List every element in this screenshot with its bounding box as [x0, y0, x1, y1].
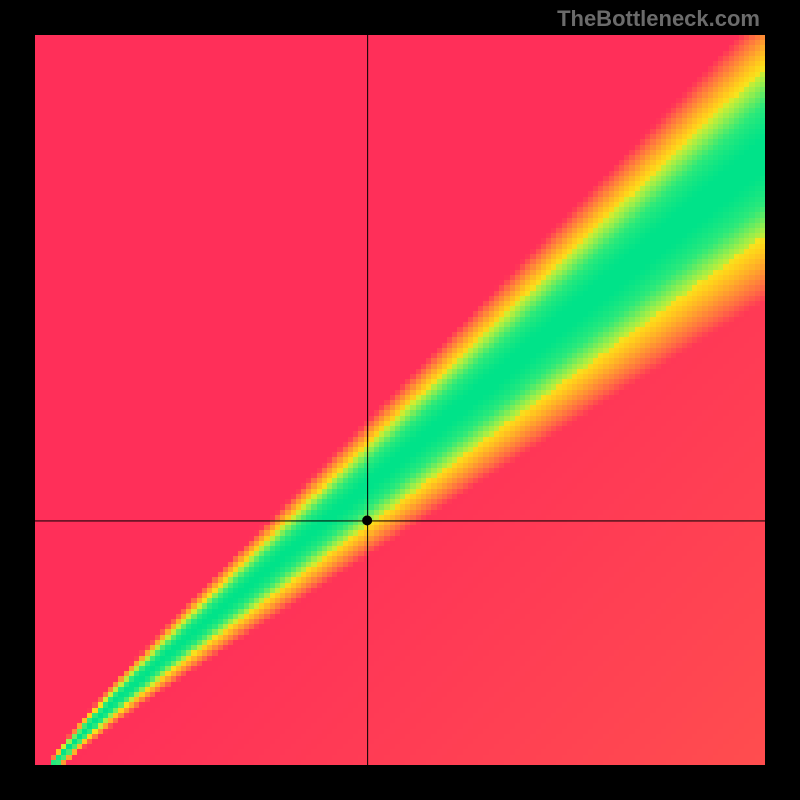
watermark-text: TheBottleneck.com [557, 6, 760, 32]
bottleneck-heatmap-canvas [0, 0, 800, 800]
